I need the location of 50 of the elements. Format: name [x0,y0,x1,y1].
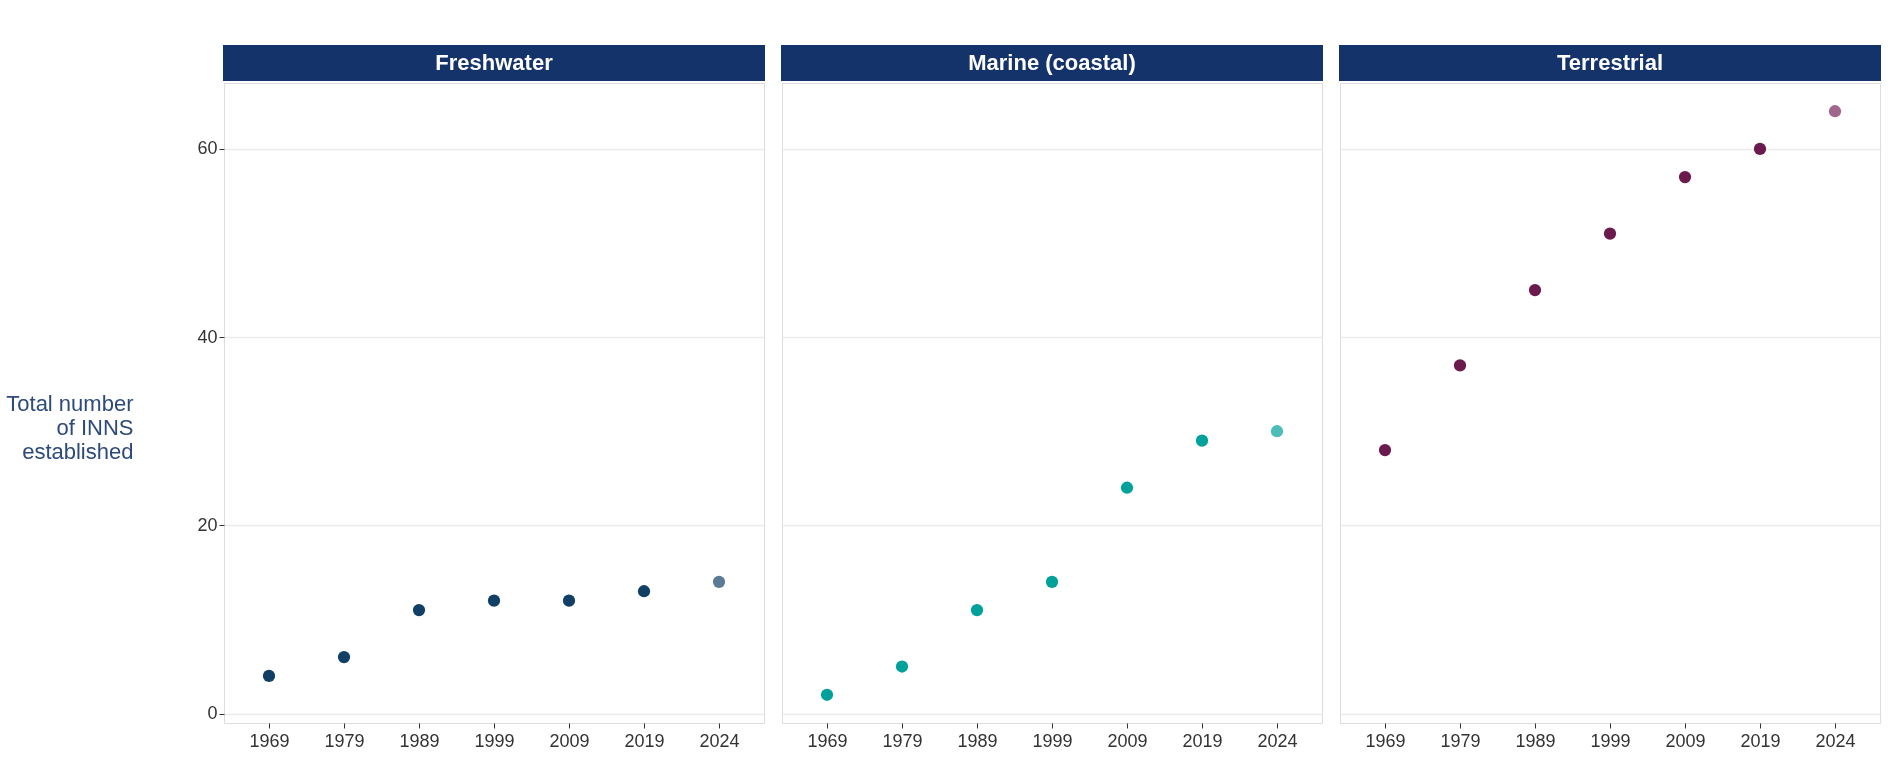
x-tick-label: 2009 [549,730,590,751]
x-tick-label: 1979 [882,730,923,751]
x-tick-label: 1989 [399,730,440,751]
x-tick-label: 1969 [807,730,848,751]
y-tick-label: 40 [197,326,218,347]
point [1195,434,1209,447]
point [895,660,909,673]
chart-title: Freshwater [435,50,554,75]
point [1045,575,1059,588]
y-tick-label: 20 [197,514,218,535]
x-tick-label: 2019 [1182,730,1223,751]
point [1378,443,1392,457]
point [1828,105,1842,118]
y-tick-label: 0 [207,703,218,724]
point [712,575,726,588]
x-tick-label: 2009 [1665,730,1706,751]
y-axis-title: Total number of INNS established [6,390,134,464]
point [412,603,426,617]
point [637,585,651,598]
x-tick-label: 1979 [1440,730,1481,751]
point [1453,359,1467,372]
point [1678,171,1692,184]
chart-title: Marine (coastal) [968,50,1136,75]
x-tick-label: 1969 [1365,730,1406,751]
point [487,594,501,607]
x-tick-label: 2019 [1740,730,1781,751]
point [562,594,576,607]
x-tick-label: 2019 [624,730,665,751]
x-tick-label: 1979 [324,730,365,751]
x-tick-label: 2009 [1107,730,1148,751]
x-tick-label: 1999 [474,730,515,751]
x-tick-label: 2024 [1257,730,1298,751]
x-tick-label: 1989 [1515,730,1556,751]
point [820,688,834,701]
point [1270,425,1284,438]
point [337,651,351,664]
x-tick-label: 1999 [1590,730,1631,751]
point [970,603,984,617]
point [1753,142,1767,155]
x-tick-label: 2024 [699,730,740,751]
x-tick-label: 1969 [249,730,290,751]
point [1528,283,1542,297]
x-tick-label: 1989 [957,730,998,751]
chart-title: Terrestrial [1557,50,1663,75]
x-tick-label: 1999 [1032,730,1073,751]
point [1603,227,1617,240]
y-tick-label: 60 [197,138,218,159]
point [1120,481,1134,494]
point [262,669,276,683]
x-tick-label: 2024 [1815,730,1856,751]
